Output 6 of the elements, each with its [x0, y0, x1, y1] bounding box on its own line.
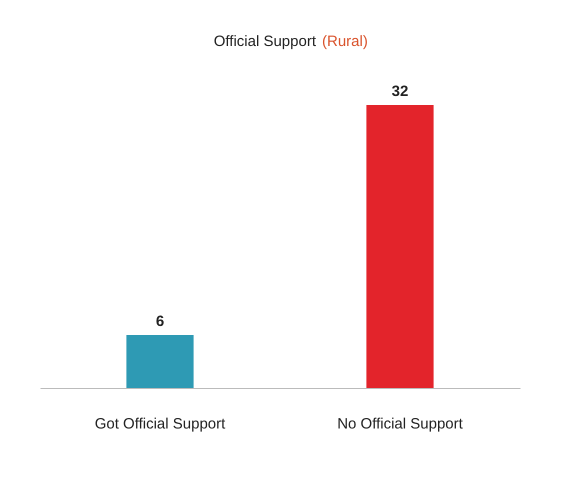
data-label: 6 — [156, 312, 164, 330]
data-label: 32 — [392, 83, 408, 100]
x-tick-label: No Official Support — [337, 416, 464, 432]
x-tick-label: Got Official Support — [94, 416, 226, 432]
chart-title: Official Support — [214, 33, 317, 50]
chart-subtitle: (Rural) — [322, 33, 368, 50]
